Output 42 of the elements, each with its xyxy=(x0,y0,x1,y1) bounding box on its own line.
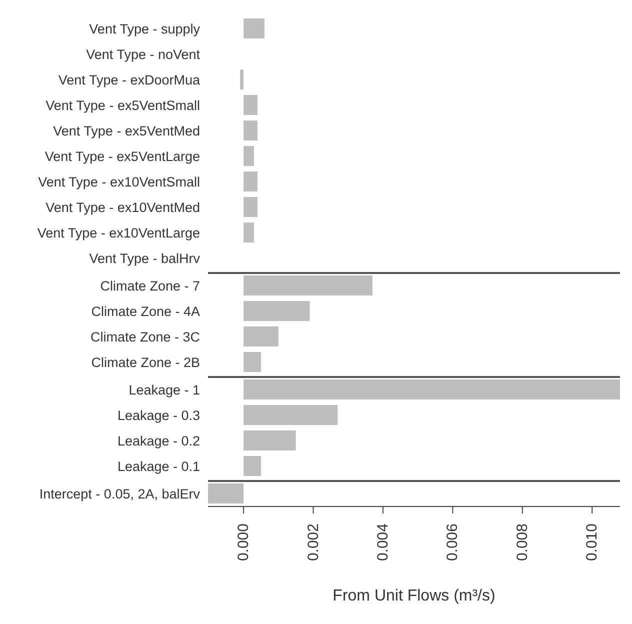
y-tick-label: Vent Type - balHrv xyxy=(89,251,200,266)
y-tick-label: Vent Type - ex10VentLarge xyxy=(37,226,200,241)
x-tick-label: 0.002 xyxy=(304,524,322,562)
y-tick-label: Vent Type - exDoorMua xyxy=(58,72,200,88)
y-tick-label: Vent Type - ex10VentSmall xyxy=(38,174,200,190)
y-tick-label: Leakage - 0.3 xyxy=(117,408,200,424)
y-tick-label: Vent Type - ex10VentMed xyxy=(46,200,200,216)
y-tick-label: Climate Zone - 7 xyxy=(100,278,200,294)
y-tick-label: Climate Zone - 4A xyxy=(91,304,200,320)
bar xyxy=(244,301,310,322)
x-tick-label: 0.008 xyxy=(514,524,531,562)
x-tick-label: 0.006 xyxy=(444,524,462,562)
x-tick-label: 0.010 xyxy=(584,524,601,562)
y-tick-label: Climate Zone - 2B xyxy=(91,355,200,370)
y-tick-label: Leakage - 0.1 xyxy=(117,459,200,474)
y-tick-label: Vent Type - supply xyxy=(89,22,200,37)
bar xyxy=(244,18,264,39)
y-tick-label: Climate Zone - 3C xyxy=(90,330,200,345)
bar xyxy=(244,146,254,166)
bar xyxy=(240,70,244,90)
bar xyxy=(244,276,373,296)
y-tick-label: Vent Type - ex5VentLarge xyxy=(44,149,200,164)
y-tick-label: Vent Type - ex5VentSmall xyxy=(46,98,200,114)
bar xyxy=(244,222,254,243)
y-tick-label: Vent Type - noVent xyxy=(86,47,200,62)
bar xyxy=(244,120,258,141)
bar xyxy=(244,380,620,400)
bar xyxy=(244,456,261,476)
y-tick-label: Leakage - 0.2 xyxy=(117,434,200,449)
bar xyxy=(244,430,296,451)
x-tick-label: 0.000 xyxy=(235,524,252,562)
bar xyxy=(244,172,258,192)
bar xyxy=(244,405,338,426)
x-tick-label: 0.004 xyxy=(374,524,392,562)
bar xyxy=(244,352,261,372)
bar xyxy=(244,326,278,347)
bar xyxy=(244,197,258,218)
y-tick-label: Vent Type - ex5VentMed xyxy=(53,124,200,139)
x-axis-title: From Unit Flows (m³/s) xyxy=(332,588,496,604)
y-tick-label: Intercept - 0.05, 2A, balErv xyxy=(39,486,200,502)
y-tick-label: Leakage - 1 xyxy=(128,382,200,398)
bar xyxy=(244,95,258,116)
